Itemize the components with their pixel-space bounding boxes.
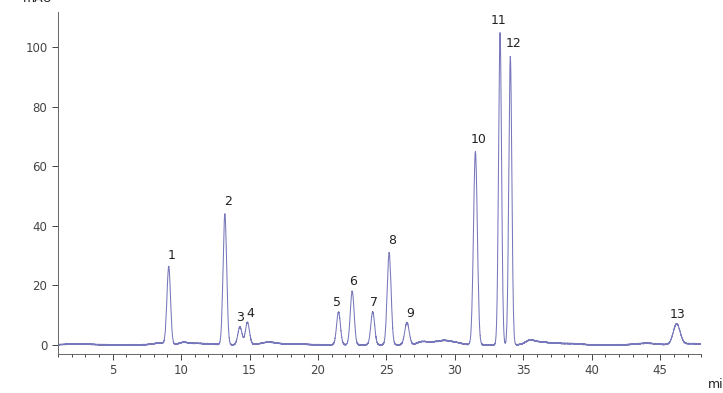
Text: 8: 8	[388, 234, 396, 247]
Text: 7: 7	[370, 296, 378, 309]
Text: 2: 2	[223, 195, 231, 208]
Text: 3: 3	[236, 311, 244, 324]
Text: 1: 1	[168, 248, 176, 261]
Text: 12: 12	[505, 37, 521, 50]
Text: min: min	[708, 378, 723, 391]
Text: 13: 13	[670, 308, 686, 321]
Text: 6: 6	[350, 275, 357, 288]
Text: 11: 11	[491, 14, 507, 27]
Text: 10: 10	[470, 132, 486, 145]
Text: mAU: mAU	[22, 0, 52, 5]
Text: 5: 5	[333, 296, 341, 309]
Text: 9: 9	[406, 307, 414, 320]
Text: 4: 4	[247, 307, 254, 320]
